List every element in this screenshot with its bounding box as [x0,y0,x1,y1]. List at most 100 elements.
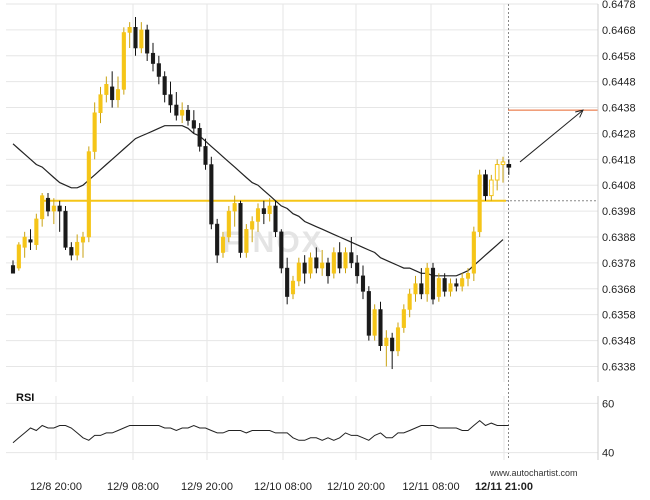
key-levels [44,109,598,202]
price-tick-label: 0.6438 [602,103,636,115]
candle-body [320,262,325,269]
candle [407,288,412,318]
candle [494,159,500,191]
rsi-tick-label: 60 [602,398,614,410]
candle-body [34,218,39,246]
candle-body [442,278,447,292]
candle-body [238,203,243,253]
candle-body [209,164,214,225]
candle-body [69,247,74,256]
candle-body [191,120,196,129]
candle [261,200,266,225]
candle-body [156,63,161,77]
candle [390,332,395,370]
candle [285,257,290,305]
watermark-logo-text: FINOX [222,226,324,259]
candle-body [215,223,220,256]
candle-body [261,208,266,214]
candle-body [45,197,51,212]
candle [366,286,371,341]
price-tick-label: 0.6368 [602,284,636,296]
candle [209,156,214,230]
candle [191,110,196,134]
candle [10,260,16,274]
candle [69,242,74,261]
candle-body [460,278,465,287]
candle-body [378,309,383,347]
candle-body [104,84,109,95]
candle-body [16,244,21,269]
candle [215,218,220,263]
candle [51,198,56,225]
candle-body [506,164,512,168]
candle [413,275,418,302]
candle [290,275,296,300]
forecast-arrow-head [575,109,584,118]
candle-body [325,262,331,277]
candle [238,200,243,258]
candle [162,71,167,103]
price-tick-label: 0.6388 [602,232,636,244]
candle [255,203,261,232]
candle [98,86,103,124]
candle-body [28,239,33,243]
candle [63,205,68,250]
time-tick-label: 12/8 20:00 [30,481,82,493]
candle [57,200,62,232]
candle-body [232,203,237,212]
candle-body [500,161,506,166]
candle-body [110,86,115,101]
candle [273,200,278,238]
candles [10,16,512,370]
candle [419,268,424,300]
candle [34,213,39,250]
candle-body [75,241,80,256]
time-axis: 12/8 20:00 12/9 08:00 12/9 20:00 12/10 08:0… [30,481,533,493]
price-tick-label: 0.6468 [602,25,636,37]
candle [308,252,313,279]
candle [506,159,512,175]
candle-body [203,146,208,165]
candle-body [145,29,150,54]
candle [115,76,121,108]
forecast-arrow [519,109,584,163]
candle [220,231,226,258]
candle-body [115,89,121,101]
candle [110,71,115,108]
candle-body [139,29,144,49]
candle [168,81,173,113]
candle-body [226,210,231,238]
candle-body [250,221,255,230]
candle [250,216,255,243]
candle-body [127,27,132,33]
candle-body [279,231,284,269]
candle [314,247,319,274]
candle [372,304,377,341]
rsi-line [12,419,509,444]
candle [454,278,459,292]
candle-body [40,195,45,220]
candle [16,242,21,271]
candle [355,255,360,284]
candle-body [477,174,482,233]
candle-body [285,267,290,297]
forecast-arrow-shaft [519,109,584,163]
candle-body [401,309,406,328]
candle-body [86,151,91,238]
candle-body [302,262,307,274]
candle [203,138,208,170]
candle [296,257,301,287]
candle [40,193,45,227]
price-tick-label: 0.6398 [602,206,636,218]
candle-body [174,104,179,116]
candle [448,278,453,297]
candle-body [220,236,226,253]
candle-body [355,262,360,277]
watermark-text: www.autochartist.com [489,468,578,478]
price-tick-label: 0.6358 [602,310,636,322]
candle [343,247,348,274]
candle [325,257,331,284]
candle-body [465,273,471,279]
candle [442,273,447,297]
